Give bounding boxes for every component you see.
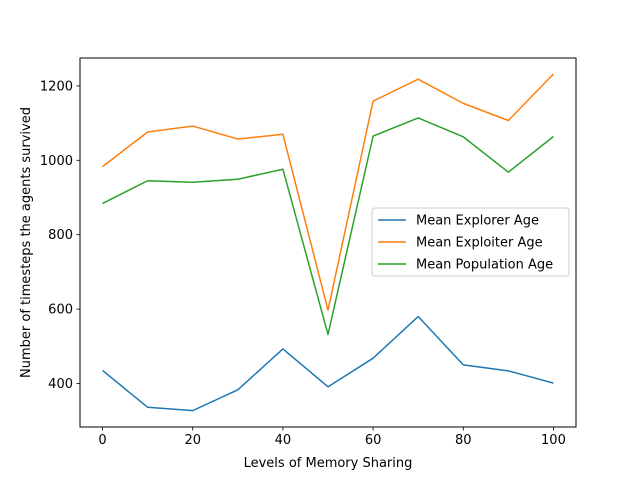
- legend: Mean Explorer Age Mean Exploiter Age Mean …: [371, 207, 570, 277]
- y-tick-label-2: 800: [48, 228, 73, 243]
- x-tick-label-3: 60: [365, 433, 382, 448]
- plot-frame: [79, 57, 577, 428]
- legend-label-1: Mean Exploiter Age: [416, 236, 543, 251]
- x-tick-label-1: 20: [184, 433, 201, 448]
- x-axis-ticks: 0 20 40 60 80 100: [98, 427, 566, 448]
- series-line-2: [102, 117, 554, 336]
- y-tick-label-0: 400: [48, 377, 73, 392]
- x-tick-label-5: 100: [541, 433, 566, 448]
- series-layer: [102, 73, 554, 412]
- x-axis-label: Levels of Memory Sharing: [244, 456, 413, 471]
- series-line-0: [102, 315, 554, 412]
- y-tick-label-4: 1200: [40, 79, 73, 94]
- legend-label-2: Mean Population Age: [416, 258, 553, 273]
- legend-label-0: Mean Explorer Age: [416, 214, 539, 229]
- series-line-1: [102, 73, 554, 311]
- y-axis-ticks: 400 600 800 1000 1200: [40, 79, 80, 392]
- x-tick-label-4: 80: [455, 433, 472, 448]
- y-axis-label: Number of timesteps the agents survived: [19, 107, 34, 378]
- y-tick-label-1: 600: [48, 303, 73, 318]
- y-tick-label-3: 1000: [40, 154, 73, 169]
- legend-box: [371, 207, 570, 277]
- x-tick-label-0: 0: [98, 433, 106, 448]
- x-tick-label-2: 40: [275, 433, 292, 448]
